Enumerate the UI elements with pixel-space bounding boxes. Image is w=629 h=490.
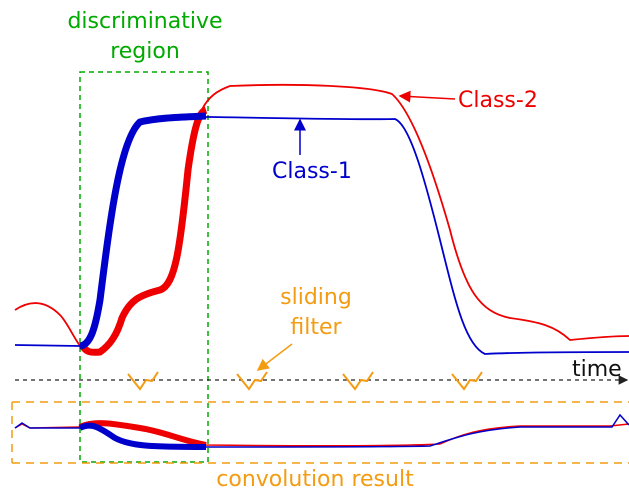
filter-arrow bbox=[256, 343, 293, 371]
class-2-result-thick bbox=[78, 420, 207, 448]
result-band bbox=[11, 401, 629, 464]
region-label: region bbox=[110, 39, 180, 64]
class-1-result-thick bbox=[78, 422, 207, 450]
class-2-arrow bbox=[398, 90, 456, 103]
filter-label: sliding bbox=[280, 285, 352, 310]
region-box bbox=[79, 71, 209, 463]
class-1-label: Class-1 bbox=[272, 159, 352, 184]
result-label: convolution result bbox=[216, 467, 414, 490]
axis-label: time bbox=[572, 357, 622, 382]
filters bbox=[127, 371, 483, 391]
class-2-curve bbox=[14, 83, 629, 354]
class-2-label: Class-2 bbox=[458, 88, 538, 113]
class-1-thick bbox=[79, 112, 207, 350]
filter-label: filter bbox=[290, 315, 342, 340]
region-label: discriminative bbox=[67, 9, 222, 34]
class-2-thick bbox=[78, 106, 208, 356]
